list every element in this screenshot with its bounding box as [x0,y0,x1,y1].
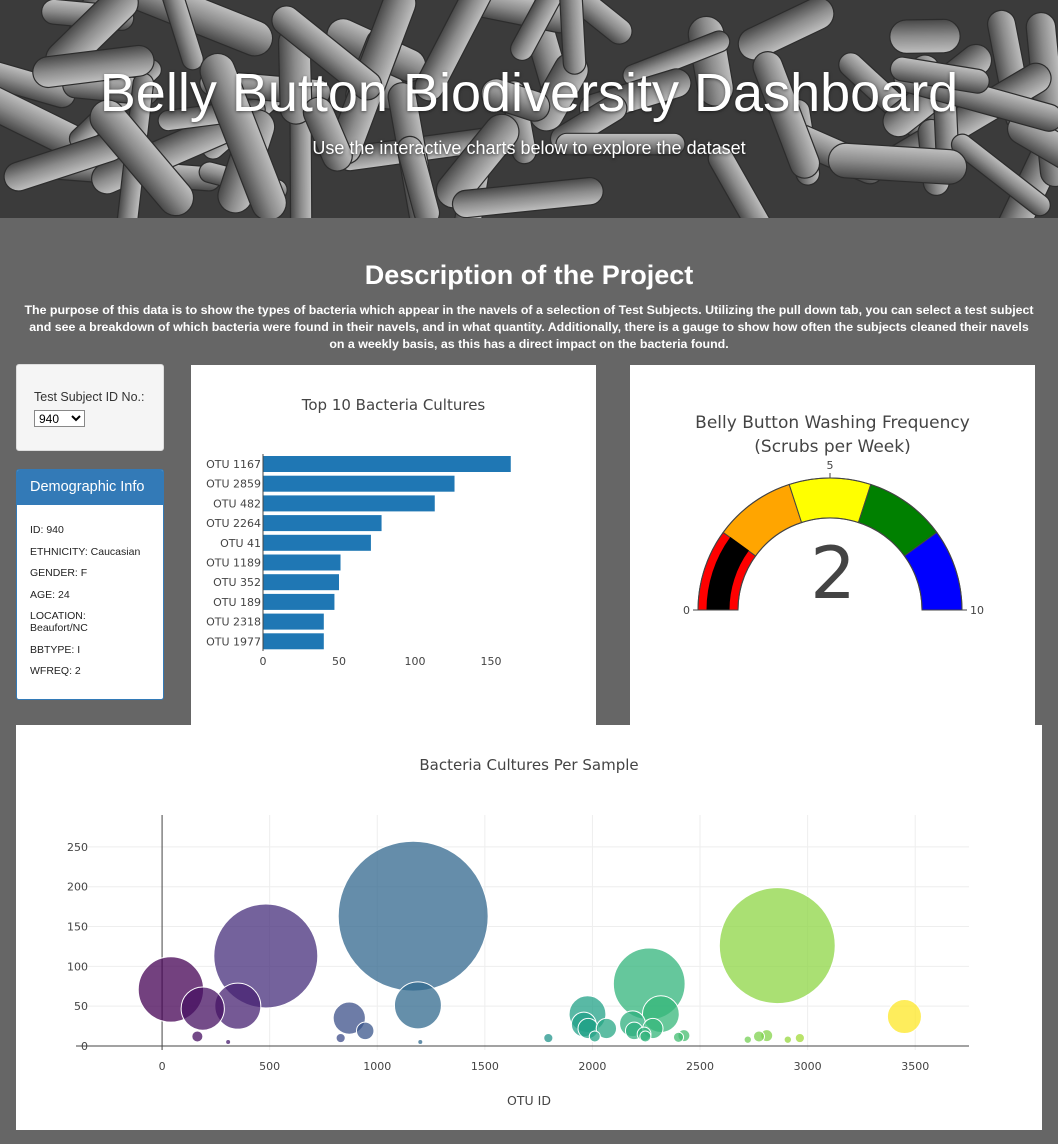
bar-category-label: OTU 189 [213,596,261,609]
bar [263,475,455,492]
demo-ethnicity: ETHNICITY: Caucasian [30,545,141,558]
description-title: Description of the Project [364,260,694,290]
demo-gender: GENDER: F [30,567,88,580]
bubble-x-tick-label: 0 [159,1060,166,1073]
bubble-chart-title: Bacteria Cultures Per Sample [419,756,638,774]
bubble-point [588,1030,601,1043]
bubble-point [180,986,225,1031]
bubble-point [213,903,319,1009]
bar-tick-label: 50 [332,655,346,668]
bubble-x-tick-label: 2000 [578,1060,606,1073]
gauge-tick-label: 10 [970,604,984,617]
demo-wfreq: WFREQ: 2 [30,665,81,678]
gauge-title: Belly Button Washing Frequency [695,413,970,433]
bar-category-label: OTU 2264 [206,517,261,530]
bar-category-label: OTU 1189 [206,557,261,570]
bubble-x-axis-label: OTU ID [507,1093,551,1108]
hero-banner: Belly Button Biodiversity Dashboard Use … [0,0,1058,218]
bubble-chart[interactable]: Bacteria Cultures Per Sample 0 50 100 150 200… [16,725,1042,1130]
bubble-x-tick-label: 500 [259,1060,280,1073]
bacteria-background-image [0,0,1058,218]
bubble-point [718,887,836,1005]
bubble-x-tick-label: 3000 [794,1060,822,1073]
bar [263,456,511,472]
bubble-point [191,1030,204,1043]
bubble-point [417,1039,424,1046]
description-text: The purpose of this data is to show the … [24,303,1034,352]
page-subtitle: Use the interactive charts below to expl… [312,138,746,158]
bubble-y-tick-label: 50 [74,1000,88,1013]
bubble-y-tick-label: 0 [81,1040,88,1053]
bar [263,534,371,551]
bubble-point [743,1035,752,1044]
bar [263,593,335,610]
bubble-point [337,840,489,992]
bar-category-label: OTU 1167 [206,458,261,471]
bar-category-label: OTU 482 [213,497,261,510]
bar [263,574,339,591]
gauge-tick-label: 5 [827,459,834,472]
page-title: Belly Button Biodiversity Dashboard [99,63,959,123]
bar-tick-label: 150 [481,655,502,668]
bubble-y-tick-label: 250 [67,841,88,854]
bar-category-label: OTU 2859 [206,478,261,491]
bubble-chart-card: Bacteria Cultures Per Sample 0 50 100 150 200… [16,725,1042,1130]
demo-age: AGE: 24 [30,588,70,601]
gauge-chart-card: Belly Button Washing Frequency (Scrubs pe… [630,365,1035,725]
bubble-y-tick-label: 200 [67,881,88,894]
demographic-info-panel: Demographic Info ID: 940 ETHNICITY: Cauc… [16,469,164,700]
bubble-x-tick-label: 1500 [471,1060,499,1073]
bubble-point [886,999,922,1035]
bubble-x-tick-label: 1000 [363,1060,391,1073]
demo-bbtype: BBTYPE: I [30,643,81,656]
bubble-x-tick-label: 3500 [901,1060,929,1073]
bar [263,495,435,512]
bubble-point [783,1035,792,1044]
bar-category-label: OTU 2318 [206,616,261,629]
bubble-point [543,1032,554,1044]
bubble-point [639,1030,652,1043]
bar-category-label: OTU 1977 [206,635,261,648]
gauge-value-number: 2 [810,531,856,615]
bubble-point [355,1021,375,1041]
bubble-point [225,1039,232,1046]
gauge-tick-label: 0 [683,604,690,617]
bubble-y-tick-label: 150 [67,921,88,934]
bubble-point [794,1032,805,1044]
gauge-value-bar [706,537,749,611]
gauge-outline [697,477,963,611]
bar-chart-card: Top 10 Bacteria Cultures OTU 1167 OTU 2859… [191,365,596,725]
bubble-point [672,1031,685,1043]
bar-tick-label: 0 [260,655,267,668]
subject-selector-panel: Test Subject ID No.: 940 [16,364,164,451]
gauge-chart[interactable]: Belly Button Washing Frequency (Scrubs pe… [630,365,1035,725]
demo-location: LOCATION: Beaufort/NC [30,610,88,635]
bubble-point [595,1017,618,1040]
bar-category-label: OTU 41 [220,537,261,550]
bar-chart[interactable]: Top 10 Bacteria Cultures OTU 1167 OTU 2859… [191,365,596,725]
gauge-step [788,477,872,524]
bubble-point [335,1032,346,1044]
subject-id-dropdown[interactable]: 940 [34,410,85,427]
bubble-point [393,981,442,1030]
bubble-y-tick-label: 100 [67,960,88,973]
demo-id: ID: 940 [30,524,64,536]
bar-tick-label: 100 [405,655,426,668]
subject-selector-label: Test Subject ID No.: [34,390,145,404]
gauge-subtitle: (Scrubs per Week) [754,437,910,457]
bar-category-label: OTU 352 [213,576,261,589]
bar [263,515,382,532]
demographic-info-body: ID: 940 ETHNICITY: Caucasian GENDER: F A… [17,505,163,678]
bubble-x-tick-label: 2500 [686,1060,714,1073]
demographic-info-heading: Demographic Info [17,470,163,505]
bar [263,633,324,650]
bubble-point [752,1030,766,1043]
bar-chart-title: Top 10 Bacteria Cultures [301,396,486,414]
bar [263,554,341,571]
bar [263,613,324,630]
